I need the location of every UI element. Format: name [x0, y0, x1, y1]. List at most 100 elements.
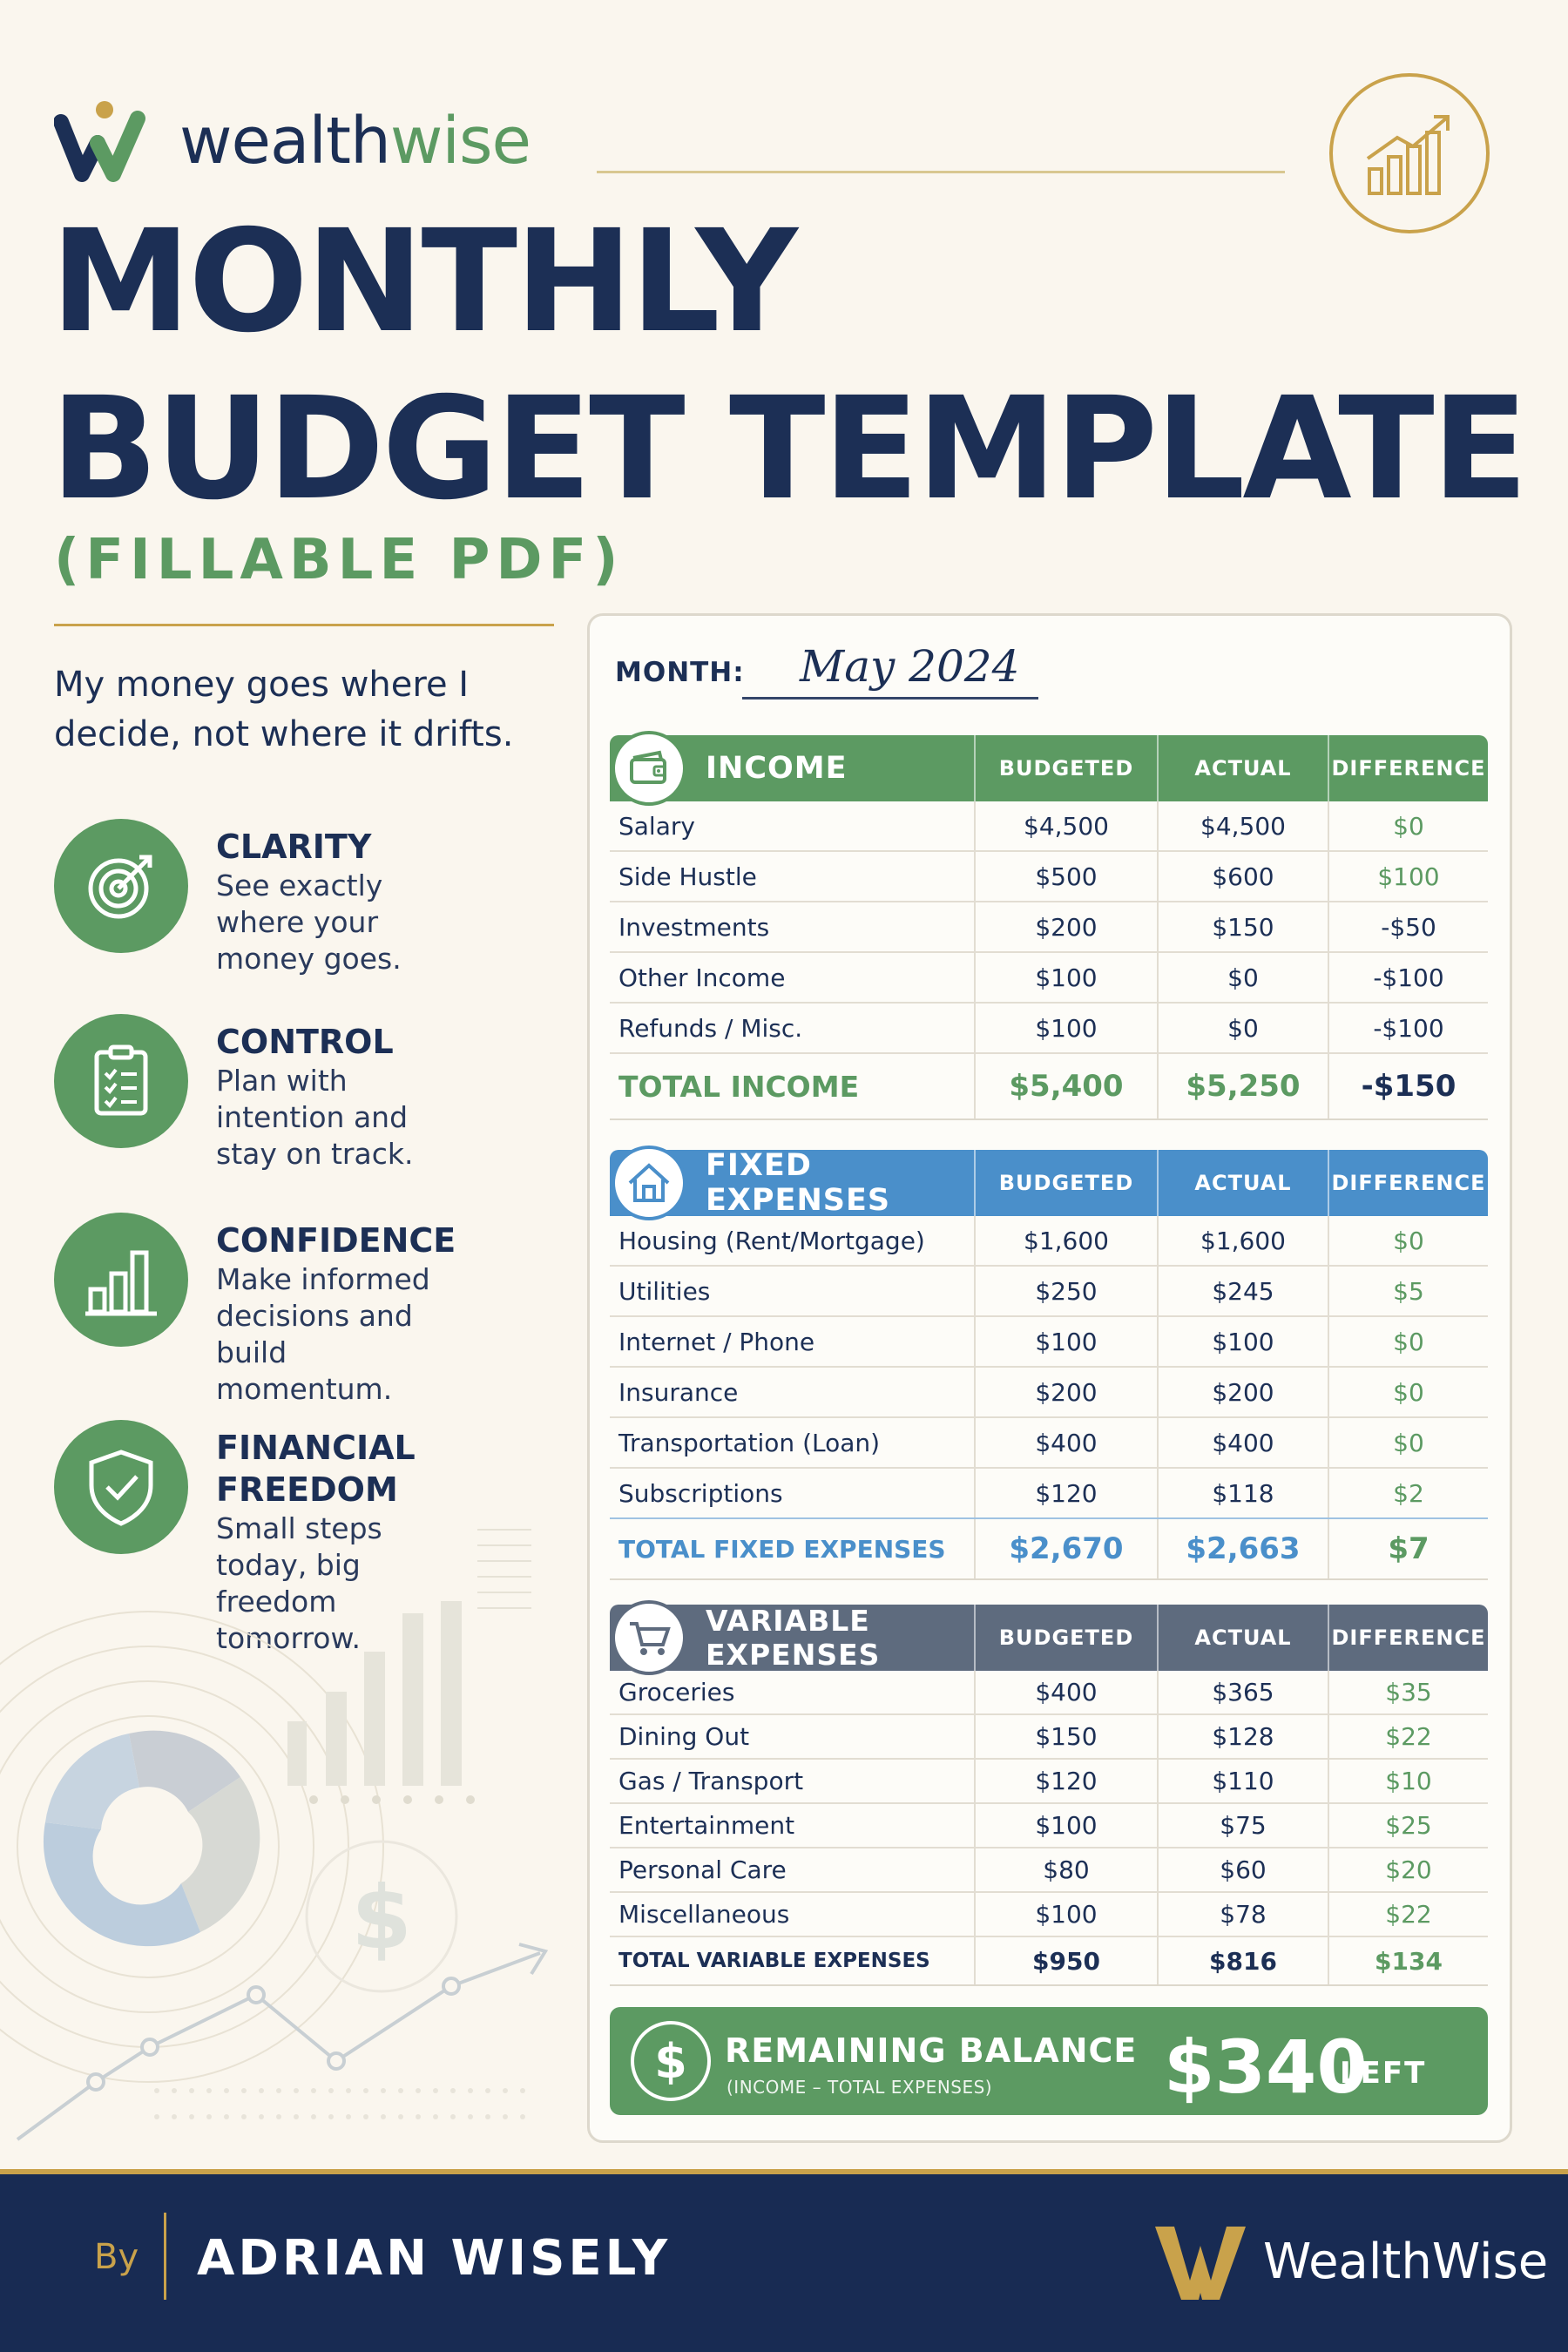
budgeted-field[interactable]: $120 — [974, 1469, 1157, 1517]
budgeted-field[interactable]: $400 — [974, 1671, 1157, 1713]
table-row: Dining Out $150 $128 $22 — [610, 1715, 1488, 1760]
budgeted-field[interactable]: $100 — [974, 1317, 1157, 1366]
dollar-icon: $ — [631, 2021, 711, 2101]
feature-title: CONTROL — [216, 1023, 394, 1061]
section-title: FIXED EXPENSES — [706, 1148, 891, 1218]
feature-financial-freedom: FINANCIAL FREEDOM Small steps today, big… — [54, 1420, 585, 1657]
actual-field[interactable]: $4,500 — [1157, 801, 1328, 850]
total-budgeted: $950 — [974, 1937, 1157, 1984]
actual-field[interactable]: $600 — [1157, 852, 1328, 901]
actual-field[interactable]: $60 — [1157, 1848, 1328, 1891]
target-icon — [54, 819, 188, 953]
actual-field[interactable]: $245 — [1157, 1267, 1328, 1315]
difference-value: $0 — [1328, 801, 1488, 850]
difference-value: $0 — [1328, 1216, 1488, 1265]
budgeted-field[interactable]: $500 — [974, 852, 1157, 901]
actual-field[interactable]: $118 — [1157, 1469, 1328, 1517]
table-row: Groceries $400 $365 $35 — [610, 1671, 1488, 1715]
difference-value: $35 — [1328, 1671, 1488, 1713]
difference-value: $100 — [1328, 852, 1488, 901]
col-actual: ACTUAL — [1157, 1605, 1328, 1671]
table-row: Insurance $200 $200 $0 — [610, 1368, 1488, 1418]
difference-value: $22 — [1328, 1715, 1488, 1758]
difference-value: $20 — [1328, 1848, 1488, 1891]
col-budgeted: BUDGETED — [974, 1605, 1157, 1671]
actual-field[interactable]: $100 — [1157, 1317, 1328, 1366]
difference-value: $0 — [1328, 1317, 1488, 1366]
budgeted-field[interactable]: $100 — [974, 1804, 1157, 1847]
difference-value: -$100 — [1328, 1004, 1488, 1052]
budgeted-field[interactable]: $200 — [974, 1368, 1157, 1416]
actual-field[interactable]: $0 — [1157, 1004, 1328, 1052]
row-label: Subscriptions — [618, 1478, 783, 1508]
total-actual: $816 — [1157, 1937, 1328, 1984]
budgeted-field[interactable]: $80 — [974, 1848, 1157, 1891]
clipboard-checklist-icon — [54, 1014, 188, 1148]
shopping-cart-icon — [618, 1606, 680, 1669]
table-row: Subscriptions $120 $118 $2 — [610, 1469, 1488, 1519]
budgeted-field[interactable]: $1,600 — [974, 1216, 1157, 1265]
remaining-title: REMAINING BALANCE — [725, 2031, 1138, 2070]
footer — [0, 2169, 1568, 2352]
page-title: MONTHLY BUDGET TEMPLATE — [51, 200, 1528, 531]
month-label: MONTH: — [615, 657, 745, 688]
row-label: Utilities — [618, 1276, 711, 1306]
budgeted-field[interactable]: $100 — [974, 1004, 1157, 1052]
remaining-subtitle: (INCOME – TOTAL EXPENSES) — [727, 2077, 993, 2098]
budgeted-field[interactable]: $100 — [974, 953, 1157, 1002]
actual-field[interactable]: $75 — [1157, 1804, 1328, 1847]
col-difference: DIFFERENCE — [1328, 735, 1488, 801]
table-row: Miscellaneous $100 $78 $22 — [610, 1893, 1488, 1937]
row-label: Refunds / Misc. — [618, 1013, 803, 1043]
row-label: Transportation (Loan) — [618, 1428, 881, 1457]
row-label: Gas / Transport — [618, 1767, 804, 1795]
total-row: TOTAL FIXED EXPENSES $2,670 $2,663 $7 — [610, 1519, 1488, 1580]
month-field-underline — [742, 697, 1038, 700]
fixed-expenses-header: FIXED EXPENSES BUDGETED ACTUAL DIFFERENC… — [610, 1146, 1488, 1220]
total-actual: $2,663 — [1157, 1519, 1328, 1578]
table-row: Refunds / Misc. $100 $0 -$100 — [610, 1004, 1488, 1054]
wealthwise-w-logo-icon — [1155, 2227, 1246, 2300]
footer-divider — [164, 2213, 166, 2300]
total-row: TOTAL VARIABLE EXPENSES $950 $816 $134 — [610, 1937, 1488, 1986]
decorative-finance-graphic: $ — [0, 1529, 549, 2141]
total-difference: -$150 — [1328, 1054, 1488, 1119]
income-header: INCOME BUDGETED ACTUAL DIFFERENCE — [610, 731, 1488, 806]
actual-field[interactable]: $200 — [1157, 1368, 1328, 1416]
fixed-expenses-section: FIXED EXPENSES BUDGETED ACTUAL DIFFERENC… — [610, 1146, 1488, 1580]
col-budgeted: BUDGETED — [974, 1150, 1157, 1216]
total-difference: $7 — [1328, 1519, 1488, 1578]
row-label: Salary — [618, 811, 695, 841]
budgeted-field[interactable]: $400 — [974, 1418, 1157, 1467]
feature-clarity: CLARITY See exactly where your money goe… — [54, 819, 585, 977]
actual-field[interactable]: $0 — [1157, 953, 1328, 1002]
wallet-icon — [618, 737, 680, 800]
total-label: TOTAL VARIABLE EXPENSES — [618, 1950, 930, 1972]
budgeted-field[interactable]: $100 — [974, 1893, 1157, 1936]
actual-field[interactable]: $400 — [1157, 1418, 1328, 1467]
budgeted-field[interactable]: $200 — [974, 902, 1157, 951]
table-row: Other Income $100 $0 -$100 — [610, 953, 1488, 1004]
difference-value: -$50 — [1328, 902, 1488, 951]
feature-title: CLARITY — [216, 828, 372, 866]
feature-desc: Small steps today, big freedom tomorrow. — [216, 1511, 382, 1655]
actual-field[interactable]: $128 — [1157, 1715, 1328, 1758]
actual-field[interactable]: $150 — [1157, 902, 1328, 951]
month-field[interactable]: May 2024 — [800, 641, 1020, 692]
variable-expenses-section: VARIABLE EXPENSES BUDGETED ACTUAL DIFFER… — [610, 1600, 1488, 1986]
budgeted-field[interactable]: $150 — [974, 1715, 1157, 1758]
row-label: Groceries — [618, 1678, 735, 1707]
row-label: Insurance — [618, 1377, 739, 1407]
total-difference: $134 — [1328, 1937, 1488, 1984]
budgeted-field[interactable]: $250 — [974, 1267, 1157, 1315]
row-label: Housing (Rent/Mortgage) — [618, 1226, 925, 1255]
actual-field[interactable]: $365 — [1157, 1671, 1328, 1713]
budgeted-field[interactable]: $4,500 — [974, 801, 1157, 850]
table-row: Investments $200 $150 -$50 — [610, 902, 1488, 953]
footer-brand: WealthWise — [1150, 2220, 1548, 2303]
actual-field[interactable]: $1,600 — [1157, 1216, 1328, 1265]
col-budgeted: BUDGETED — [974, 735, 1157, 801]
budgeted-field[interactable]: $120 — [974, 1760, 1157, 1802]
actual-field[interactable]: $78 — [1157, 1893, 1328, 1936]
actual-field[interactable]: $110 — [1157, 1760, 1328, 1802]
